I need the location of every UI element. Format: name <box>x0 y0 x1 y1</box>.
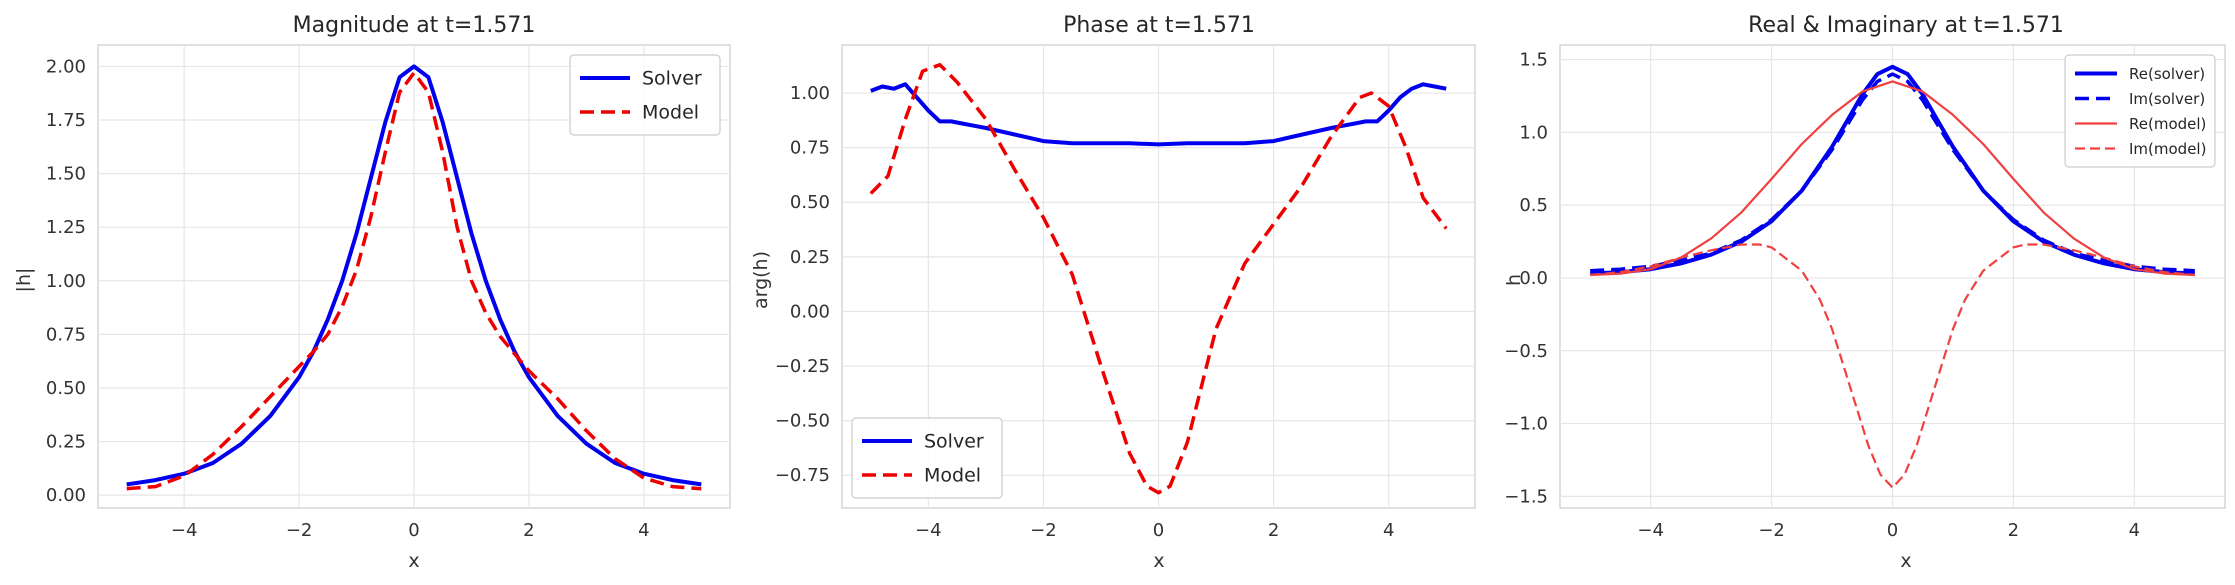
x-tick-label: 0 <box>408 520 419 541</box>
series-line-solver <box>870 82 1447 147</box>
series-line-re-model <box>1590 80 2195 277</box>
grid <box>1560 45 2225 508</box>
x-tick-label: −4 <box>1637 520 1664 541</box>
legend-label: Solver <box>924 431 984 453</box>
legend-label: Re(solver) <box>2129 65 2205 83</box>
x-tick-label: 2 <box>523 520 534 541</box>
y-tick-label: 0.25 <box>46 432 86 453</box>
legend-label: Solver <box>642 68 702 90</box>
chart-title: Real & Imaginary at t=1.571 <box>1748 13 2064 38</box>
legend-label: Model <box>924 465 981 487</box>
grid <box>98 45 730 508</box>
y-tick-label: −0.5 <box>1504 341 1548 362</box>
legend: Re(solver) Im(solver) Re(model) Im(model) <box>2064 54 2216 168</box>
x-tick-label: −2 <box>286 520 313 541</box>
chart-title: Phase at t=1.571 <box>1063 13 1255 38</box>
y-tick-label: 0.50 <box>790 192 830 213</box>
y-tick-label: 0.50 <box>46 378 86 399</box>
y-tick-label: 1.75 <box>46 110 86 131</box>
legend: Solver Model <box>569 54 721 136</box>
y-tick-label: 0.5 <box>1519 195 1548 216</box>
legend: Solver Model <box>851 417 1003 499</box>
legend-box <box>2064 54 2216 168</box>
y-tick-label: 1.00 <box>46 271 86 292</box>
y-tick-label: 1.00 <box>790 83 830 104</box>
y-tick-label: 0.0 <box>1519 268 1548 289</box>
y-axis-label: |h| <box>13 268 35 293</box>
y-tick-label: 0.00 <box>46 485 86 506</box>
series-line-im-model <box>1590 243 2195 489</box>
x-tick-label: 2 <box>2008 520 2019 541</box>
y-tick-label: −1.0 <box>1504 414 1548 435</box>
x-tick-label: −4 <box>171 520 198 541</box>
legend-box <box>851 417 1003 499</box>
y-tick-label: −0.50 <box>775 411 830 432</box>
y-tick-label: 0.25 <box>790 247 830 268</box>
y-tick-label: −0.25 <box>775 356 830 377</box>
y-axis-label: h <box>1503 274 1525 286</box>
x-tick-label: −4 <box>915 520 942 541</box>
series-line-solver <box>126 64 702 487</box>
real-imaginary-panel: Real & Imaginary at t=1.571 x h −4 −2 0 2 4 −… <box>1503 13 2226 572</box>
y-tick-label: 0.00 <box>790 301 830 322</box>
phase-panel: Phase at t=1.571 x arg(h) −4 −2 0 2 4 −0.75 −0… <box>750 13 1476 572</box>
x-tick-label: 0 <box>1153 520 1164 541</box>
y-axis-label: arg(h) <box>750 251 772 309</box>
y-tick-label: 1.25 <box>46 217 86 238</box>
chart-title: Magnitude at t=1.571 <box>293 13 536 38</box>
x-tick-label: −2 <box>1758 520 1785 541</box>
x-tick-label: 2 <box>1268 520 1279 541</box>
legend-label: Model <box>642 102 699 124</box>
x-tick-label: 0 <box>1887 520 1898 541</box>
legend-label: Re(model) <box>2129 115 2206 133</box>
y-tick-label: 1.0 <box>1519 122 1548 143</box>
x-axis-label: x <box>1900 550 1911 572</box>
series-line-re-solver <box>1590 64 2195 276</box>
x-axis-label: x <box>408 550 419 572</box>
y-tick-label: 1.5 <box>1519 50 1548 71</box>
x-axis-label: x <box>1153 550 1164 572</box>
legend-label: Im(model) <box>2129 140 2206 158</box>
series-line-im-solver <box>1590 72 2195 273</box>
x-tick-label: 4 <box>1383 520 1394 541</box>
y-tick-label: −0.75 <box>775 465 830 486</box>
magnitude-panel: Magnitude at t=1.571 x |h| −4 −2 0 2 4 0.00 0.… <box>13 13 731 572</box>
y-tick-label: 2.00 <box>46 56 86 77</box>
y-tick-label: 0.75 <box>790 138 830 159</box>
legend-box <box>569 54 721 136</box>
y-tick-label: −1.5 <box>1504 486 1548 507</box>
x-tick-label: −2 <box>1030 520 1057 541</box>
series-line-model <box>869 62 1448 495</box>
legend-label: Im(solver) <box>2129 90 2205 108</box>
x-tick-label: 4 <box>2129 520 2140 541</box>
y-tick-label: 1.50 <box>46 164 86 185</box>
x-tick-label: 4 <box>638 520 649 541</box>
y-tick-label: 0.75 <box>46 324 86 345</box>
